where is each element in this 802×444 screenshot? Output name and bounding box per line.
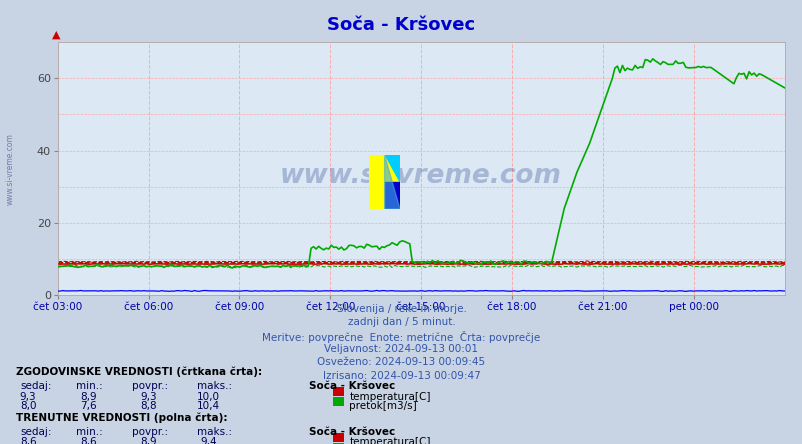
Text: sedaj:: sedaj: [20, 381, 51, 391]
Text: 8,9: 8,9 [80, 392, 96, 402]
Text: min.:: min.: [76, 427, 103, 437]
Text: maks.:: maks.: [196, 427, 232, 437]
Text: zadnji dan / 5 minut.: zadnji dan / 5 minut. [347, 317, 455, 328]
Text: temperatura[C]: temperatura[C] [349, 437, 430, 444]
Text: Soča - Kršovec: Soča - Kršovec [309, 427, 395, 437]
Text: Osveženo: 2024-09-13 00:09:45: Osveženo: 2024-09-13 00:09:45 [317, 357, 485, 368]
Text: 7,6: 7,6 [80, 401, 96, 412]
Text: 10,0: 10,0 [197, 392, 220, 402]
Text: Veljavnost: 2024-09-13 00:01: Veljavnost: 2024-09-13 00:01 [324, 344, 478, 354]
Text: 8,8: 8,8 [140, 401, 156, 412]
Text: Slovenija / reke in morje.: Slovenija / reke in morje. [336, 304, 466, 314]
Text: sedaj:: sedaj: [20, 427, 51, 437]
Text: www.si-vreme.com: www.si-vreme.com [6, 133, 15, 205]
Polygon shape [384, 155, 399, 182]
Text: TRENUTNE VREDNOSTI (polna črta):: TRENUTNE VREDNOSTI (polna črta): [16, 412, 227, 423]
Text: 9,4: 9,4 [200, 437, 217, 444]
Text: 8,6: 8,6 [80, 437, 96, 444]
Text: 9,3: 9,3 [20, 392, 36, 402]
Text: pretok[m3/s]: pretok[m3/s] [349, 401, 416, 412]
Text: povpr.:: povpr.: [132, 381, 168, 391]
Text: 10,4: 10,4 [197, 401, 220, 412]
Text: Meritve: povprečne  Enote: metrične  Črta: povprečje: Meritve: povprečne Enote: metrične Črta:… [262, 331, 540, 343]
Text: Izrisano: 2024-09-13 00:09:47: Izrisano: 2024-09-13 00:09:47 [322, 371, 480, 381]
Text: Soča - Kršovec: Soča - Kršovec [309, 381, 395, 391]
Text: maks.:: maks.: [196, 381, 232, 391]
Text: www.si-vreme.com: www.si-vreme.com [280, 163, 561, 189]
Text: 8,6: 8,6 [20, 437, 36, 444]
Text: povpr.:: povpr.: [132, 427, 168, 437]
Polygon shape [384, 182, 399, 209]
Text: 9,3: 9,3 [140, 392, 156, 402]
Text: temperatura[C]: temperatura[C] [349, 392, 430, 402]
Text: 8,0: 8,0 [20, 401, 36, 412]
Text: ▲: ▲ [52, 30, 60, 40]
Text: 8,9: 8,9 [140, 437, 156, 444]
Text: min.:: min.: [76, 381, 103, 391]
Polygon shape [384, 155, 399, 209]
Text: Soča - Kršovec: Soča - Kršovec [327, 16, 475, 34]
Text: ZGODOVINSKE VREDNOSTI (črtkana črta):: ZGODOVINSKE VREDNOSTI (črtkana črta): [16, 366, 262, 377]
